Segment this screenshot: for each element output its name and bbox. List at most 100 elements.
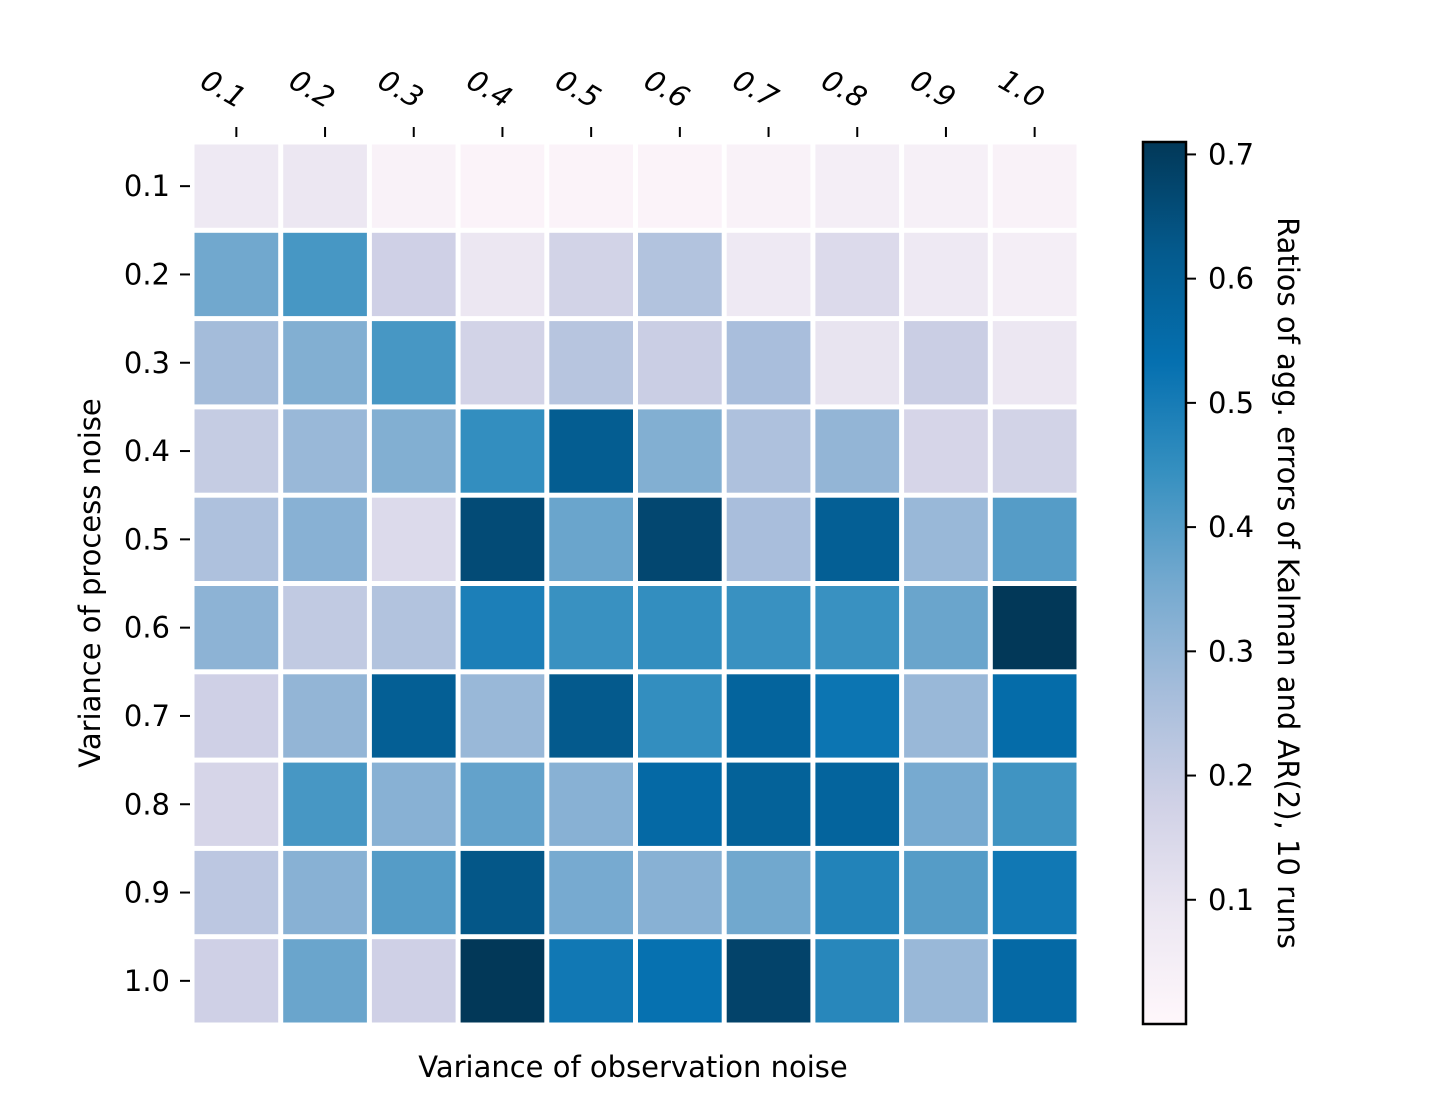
y-axis-ticks: 0.1 0.2 0.3 0.4 0.5 0.6 0.7 0.8 0.9 1.0 [124, 169, 190, 998]
heatmap-cell-r8-c8 [815, 762, 900, 846]
heatmap-cell-r8-c7 [726, 762, 811, 846]
heatmap-cell-r3-c3 [371, 321, 456, 405]
heatmap-cell-r5-c10 [992, 497, 1077, 581]
x-tick-label: 0.3 [372, 63, 429, 116]
colorbar-tick-label: 0.4 [1208, 510, 1254, 544]
heatmap-cell-r1-c5 [549, 144, 633, 228]
heatmap-cell-r4-c8 [815, 409, 900, 493]
heatmap-cell-r4-c3 [371, 409, 456, 493]
heatmap-cell-r6-c8 [815, 586, 900, 670]
heatmap-cell-r10-c5 [549, 939, 633, 1023]
heatmap-cell-r5-c5 [549, 497, 633, 581]
heatmap-cell-r6-c1 [194, 586, 279, 670]
heatmap-cell-r9-c6 [638, 850, 722, 935]
heatmap-cell-r4-c1 [194, 409, 279, 493]
heatmap-cell-r6-c5 [549, 586, 633, 670]
heatmap-cell-r2-c7 [726, 232, 811, 317]
heatmap-cell-r7-c3 [371, 674, 456, 758]
y-tick-label: 0.6 [124, 611, 170, 645]
heatmap-cell-r1-c9 [904, 144, 988, 228]
heatmap-cell-r9-c3 [371, 850, 456, 935]
heatmap-cell-r5-c1 [194, 497, 279, 581]
heatmap-cell-r9-c8 [815, 850, 900, 935]
heatmap-cell-r3-c7 [726, 321, 811, 405]
y-tick-label: 1.0 [124, 964, 170, 998]
heatmap-cell-r2-c3 [371, 232, 456, 317]
heatmap-cell-r4-c9 [904, 409, 988, 493]
colorbar-tick-label: 0.2 [1208, 759, 1254, 793]
heatmap-cell-r3-c2 [283, 321, 367, 405]
heatmap-cell-r10-c6 [638, 939, 722, 1023]
heatmap-cell-r6-c3 [371, 586, 456, 670]
x-tick-label: 1.0 [993, 63, 1050, 116]
heatmap-cell-r3-c5 [549, 321, 633, 405]
heatmap-cell-r5-c2 [283, 497, 367, 581]
y-tick-label: 0.9 [124, 876, 170, 910]
y-tick-label: 0.2 [124, 257, 170, 291]
heatmap-cell-r9-c2 [283, 850, 367, 935]
y-tick-label: 0.1 [124, 169, 170, 203]
heatmap-cell-r10-c1 [194, 939, 279, 1023]
heatmap-cell-r6-c7 [726, 586, 811, 670]
y-tick-label: 0.3 [124, 346, 170, 380]
heatmap-cell-r8-c3 [371, 762, 456, 846]
heatmap-cell-r1-c4 [460, 144, 545, 228]
colorbar-tick-label: 0.7 [1208, 137, 1254, 171]
heatmap-cell-r5-c8 [815, 497, 900, 581]
heatmap-cell-r8-c10 [992, 762, 1077, 846]
heatmap-cell-r10-c7 [726, 939, 811, 1023]
heatmap-cell-r10-c9 [904, 939, 988, 1023]
heatmap-cell-r7-c4 [460, 674, 545, 758]
heatmap-cell-r10-c10 [992, 939, 1077, 1023]
heatmap-cell-r7-c10 [992, 674, 1077, 758]
heatmap-cell-r8-c4 [460, 762, 545, 846]
heatmap-cell-r7-c8 [815, 674, 900, 758]
heatmap-cell-r3-c1 [194, 321, 279, 405]
x-tick-label: 0.5 [550, 63, 607, 116]
y-tick-label: 0.4 [124, 434, 170, 468]
x-tick-label: 0.9 [904, 63, 961, 116]
heatmap-cell-r9-c7 [726, 850, 811, 935]
heatmap-cell-r10-c3 [371, 939, 456, 1023]
y-tick-label: 0.8 [124, 787, 170, 821]
heatmap-cell-r7-c1 [194, 674, 279, 758]
heatmap-cell-r2-c1 [194, 232, 279, 317]
colorbar-tick-label: 0.3 [1208, 634, 1254, 668]
heatmap-cell-r9-c10 [992, 850, 1077, 935]
colorbar-gradient-bar [1141, 140, 1188, 1026]
heatmap-cell-r4-c7 [726, 409, 811, 493]
heatmap-cell-r8-c6 [638, 762, 722, 846]
heatmap-cell-r8-c2 [283, 762, 367, 846]
colorbar-tick-label: 0.5 [1208, 386, 1254, 420]
heatmap-cell-r5-c3 [371, 497, 456, 581]
x-axis-ticks: 0.1 0.2 0.3 0.4 0.5 0.6 0.7 0.8 0.9 1.0 [195, 63, 1050, 137]
x-tick-label: 0.4 [461, 63, 518, 116]
heatmap-cell-r2-c9 [904, 232, 988, 317]
heatmap-cell-r5-c7 [726, 497, 811, 581]
colorbar-ticks: 0.1 0.2 0.3 0.4 0.5 0.6 0.7 [1186, 137, 1254, 917]
heatmap-cell-r1-c2 [283, 144, 367, 228]
heatmap-cell-r9-c5 [549, 850, 633, 935]
colorbar-label: Ratios of agg. errors of Kalman and AR(2… [1271, 217, 1305, 949]
heatmap-cell-r10-c8 [815, 939, 900, 1023]
heatmap-cell-r6-c2 [283, 586, 367, 670]
heatmap-cells [194, 144, 1077, 1023]
heatmap-cell-r7-c7 [726, 674, 811, 758]
heatmap-cell-r2-c6 [638, 232, 722, 317]
heatmap-cell-r3-c4 [460, 321, 545, 405]
colorbar: 0.1 0.2 0.3 0.4 0.5 0.6 0.7 Ratios of agg. err… [1141, 137, 1305, 1026]
heatmap-cell-r1-c6 [638, 144, 722, 228]
heatmap-cell-r8-c1 [194, 762, 279, 846]
heatmap-cell-r4-c6 [638, 409, 722, 493]
y-tick-label: 0.5 [124, 522, 170, 556]
heatmap-cell-r5-c4 [460, 497, 545, 581]
heatmap-cell-r3-c6 [638, 321, 722, 405]
heatmap-cell-r4-c5 [549, 409, 633, 493]
heatmap-cell-r3-c8 [815, 321, 900, 405]
heatmap-cell-r7-c5 [549, 674, 633, 758]
heatmap-cell-r1-c3 [371, 144, 456, 228]
heatmap-cell-r3-c9 [904, 321, 988, 405]
heatmap-cell-r2-c10 [992, 232, 1077, 317]
heatmap-cell-r2-c4 [460, 232, 545, 317]
